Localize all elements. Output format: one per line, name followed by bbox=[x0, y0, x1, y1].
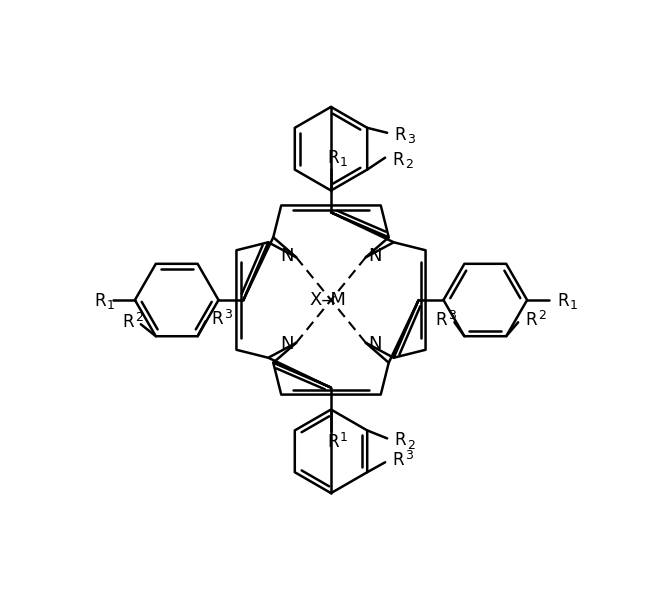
Text: R: R bbox=[327, 149, 339, 167]
Text: R: R bbox=[122, 313, 134, 331]
Text: R: R bbox=[212, 310, 223, 328]
Text: 3: 3 bbox=[224, 308, 232, 321]
Text: X–M: X–M bbox=[310, 291, 346, 309]
Text: R: R bbox=[525, 311, 537, 329]
Text: N: N bbox=[368, 247, 381, 265]
Text: R: R bbox=[327, 433, 339, 452]
Text: N: N bbox=[281, 335, 294, 353]
Text: R: R bbox=[393, 151, 404, 169]
Text: 1: 1 bbox=[340, 156, 348, 169]
Text: 2: 2 bbox=[135, 311, 143, 324]
Text: R: R bbox=[94, 292, 106, 310]
Text: 1: 1 bbox=[570, 299, 578, 313]
Text: R: R bbox=[557, 292, 569, 310]
Text: 3: 3 bbox=[448, 309, 456, 322]
Text: 2: 2 bbox=[538, 309, 546, 322]
Text: R: R bbox=[393, 451, 404, 469]
Text: 3: 3 bbox=[407, 134, 415, 146]
Text: R: R bbox=[395, 432, 406, 449]
Text: 3: 3 bbox=[405, 449, 413, 462]
Text: 2: 2 bbox=[405, 158, 413, 171]
Text: 1: 1 bbox=[340, 431, 348, 444]
Text: R: R bbox=[436, 311, 448, 329]
Text: R: R bbox=[395, 126, 406, 144]
Text: N: N bbox=[368, 335, 381, 353]
Text: N: N bbox=[281, 247, 294, 265]
Text: 2: 2 bbox=[407, 439, 415, 452]
Text: 1: 1 bbox=[107, 299, 115, 313]
